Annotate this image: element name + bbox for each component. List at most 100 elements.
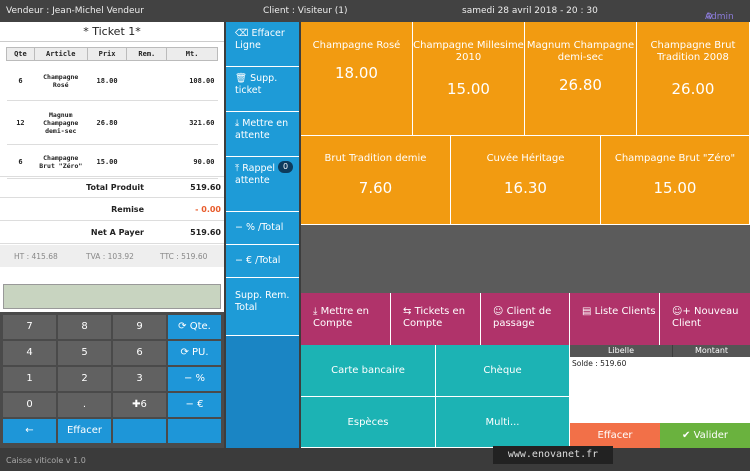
product-price: 15.00: [653, 179, 697, 197]
row-qty: 6: [6, 60, 35, 101]
euro-total-button[interactable]: − € /Total: [226, 245, 299, 278]
ticket-title: * Ticket 1*: [0, 22, 224, 42]
cash-payment-button[interactable]: Espèces: [301, 397, 436, 448]
col-rem: Rem.: [126, 47, 168, 61]
product-price: 26.80: [559, 76, 602, 94]
app-version: Caisse viticole v 1.0: [6, 456, 86, 465]
cancel-payment-button[interactable]: Effacer: [570, 423, 660, 448]
key-8[interactable]: 8: [58, 315, 111, 339]
product-tile[interactable]: Cuvée Héritage 16.30: [451, 136, 601, 225]
product-tile[interactable]: Champagne Rosé 18.00: [301, 22, 413, 136]
clear-button[interactable]: Effacer: [58, 419, 111, 443]
product-name: Champagne Brut "Zéro": [614, 153, 736, 164]
numeric-display: [3, 284, 221, 309]
website-watermark: www.enovanet.fr: [493, 446, 613, 464]
table-row[interactable]: 6 Champagne Rosé 18.00 108.00: [6, 60, 218, 101]
clear-line-button[interactable]: ⌫ Effacer Ligne: [226, 22, 299, 67]
percent-total-button[interactable]: − % /Total: [226, 212, 299, 245]
gear-icon: ⚙: [705, 12, 714, 22]
key-0[interactable]: 0: [3, 393, 56, 417]
product-name: Champagne Brut Tradition 2008: [650, 40, 736, 63]
tickets-icon: ⇆: [403, 306, 412, 317]
product-price: 16.30: [504, 179, 547, 197]
row-price: 15.00: [87, 144, 127, 179]
euro-discount-button[interactable]: − €: [168, 393, 221, 417]
row-article: Champagne Brut "Zéro": [34, 144, 88, 179]
product-tile[interactable]: Champagne Millesime 2010 15.00: [413, 22, 525, 136]
product-price: 7.60: [358, 179, 393, 197]
key-6[interactable]: 6: [113, 341, 166, 365]
key-3[interactable]: 3: [113, 367, 166, 391]
total-product-row: Total Produit 519.60: [0, 176, 224, 198]
refresh-icon: ⟳: [180, 347, 189, 358]
keypad: 7 8 9 ⟳ Qte. 4 5 6 ⟳ PU. 1 2 3 − % 0 . ✚…: [0, 312, 224, 448]
recall-held-button[interactable]: ⤒ Rappel en attente 0: [226, 157, 299, 212]
upload-icon: ⤒: [235, 163, 240, 174]
refresh-icon: ⟳: [178, 321, 187, 332]
key-dot[interactable]: .: [58, 393, 111, 417]
key-5[interactable]: 5: [58, 341, 111, 365]
held-count-badge: 0: [278, 161, 293, 173]
product-price: 18.00: [335, 64, 378, 82]
table-row[interactable]: 6 Champagne Brut "Zéro" 15.00 90.00: [6, 144, 218, 179]
client-list-button[interactable]: ▤ Liste Clients: [570, 293, 660, 345]
net-to-pay-row: Net A Payer 519.60: [0, 222, 224, 244]
key-7[interactable]: 7: [3, 315, 56, 339]
new-client-button[interactable]: ☺+ Nouveau Client: [660, 293, 750, 345]
product-price: 15.00: [447, 80, 490, 98]
client-label: Client : Visiteur (1): [263, 6, 348, 16]
discount-row: Remise - 0.00: [0, 199, 224, 221]
action-column: ⌫ Effacer Ligne 🗑 Supp. ticket ⤓ Mettre …: [226, 22, 299, 448]
id-card-icon: ▤: [582, 306, 592, 317]
cheque-payment-button[interactable]: Chèque: [436, 345, 570, 397]
product-price: 26.00: [671, 80, 715, 98]
validate-button[interactable]: ✔ Valider: [660, 423, 750, 448]
multi-payment-button[interactable]: Multi...: [436, 397, 570, 448]
empty-key[interactable]: [113, 419, 166, 443]
qty-button[interactable]: ⟳ Qte.: [168, 315, 221, 339]
row-rem: [126, 100, 167, 145]
product-name: Champagne Rosé: [312, 40, 401, 51]
delete-ticket-button[interactable]: 🗑 Supp. ticket: [226, 67, 299, 112]
percent-discount-button[interactable]: − %: [168, 367, 221, 391]
key-4[interactable]: 4: [3, 341, 56, 365]
hold-ticket-button[interactable]: ⤓ Mettre en attente: [226, 112, 299, 157]
trash-icon: 🗑: [235, 73, 248, 84]
unit-price-button[interactable]: ⟳ PU.: [168, 341, 221, 365]
account-tickets-button[interactable]: ⇆ Tickets en Compte: [391, 293, 481, 345]
montant-header: Montant: [673, 345, 750, 357]
plus-6-button[interactable]: ✚6: [113, 393, 166, 417]
card-payment-button[interactable]: Carte bancaire: [301, 345, 436, 397]
libelle-header: Libelle: [570, 345, 672, 357]
product-tile[interactable]: Champagne Brut Tradition 2008 26.00: [637, 22, 750, 136]
product-name: Champagne Millesime 2010: [413, 40, 524, 63]
backspace-button[interactable]: ←: [3, 419, 56, 443]
tva-value: TVA : 103.92: [86, 252, 134, 261]
key-9[interactable]: 9: [113, 315, 166, 339]
datetime-label: samedi 28 avril 2018 - 20 : 30: [462, 6, 598, 16]
put-on-account-button[interactable]: ⤓ Mettre en Compte: [301, 293, 391, 345]
plus-icon: ✚: [132, 399, 141, 410]
walk-in-client-button[interactable]: ☺ Client de passage: [481, 293, 570, 345]
product-name: Magnum Champagne demi-sec: [526, 40, 635, 63]
tax-summary: HT : 415.68 TVA : 103.92 TTC : 519.60: [0, 245, 224, 267]
row-qty: 12: [6, 100, 35, 145]
key-1[interactable]: 1: [3, 367, 56, 391]
download-icon: ⤓: [235, 118, 240, 129]
product-tile[interactable]: Champagne Brut "Zéro" 15.00: [601, 136, 750, 225]
empty-key[interactable]: [168, 419, 221, 443]
remove-total-discount-button[interactable]: Supp. Rem. Total: [226, 278, 299, 336]
row-amount: 108.00: [166, 60, 218, 101]
product-tile[interactable]: Magnum Champagne demi-sec 26.80: [525, 22, 637, 136]
ticket-panel: * Ticket 1* Qte Article Prix Rem. Mt. 6 …: [0, 22, 224, 448]
check-icon: ✔: [682, 430, 691, 441]
table-row[interactable]: 12 Magnum Champagne demi-sec 26.80 321.6…: [6, 100, 218, 145]
row-amount: 321.60: [166, 100, 218, 145]
ttc-value: TTC : 519.60: [160, 252, 208, 261]
row-qty: 6: [6, 144, 35, 179]
minus-icon: −: [185, 399, 194, 410]
key-2[interactable]: 2: [58, 367, 111, 391]
product-tile[interactable]: Brut Tradition demie 7.60: [301, 136, 451, 225]
row-price: 26.80: [87, 100, 127, 145]
col-price: Prix: [86, 47, 128, 61]
